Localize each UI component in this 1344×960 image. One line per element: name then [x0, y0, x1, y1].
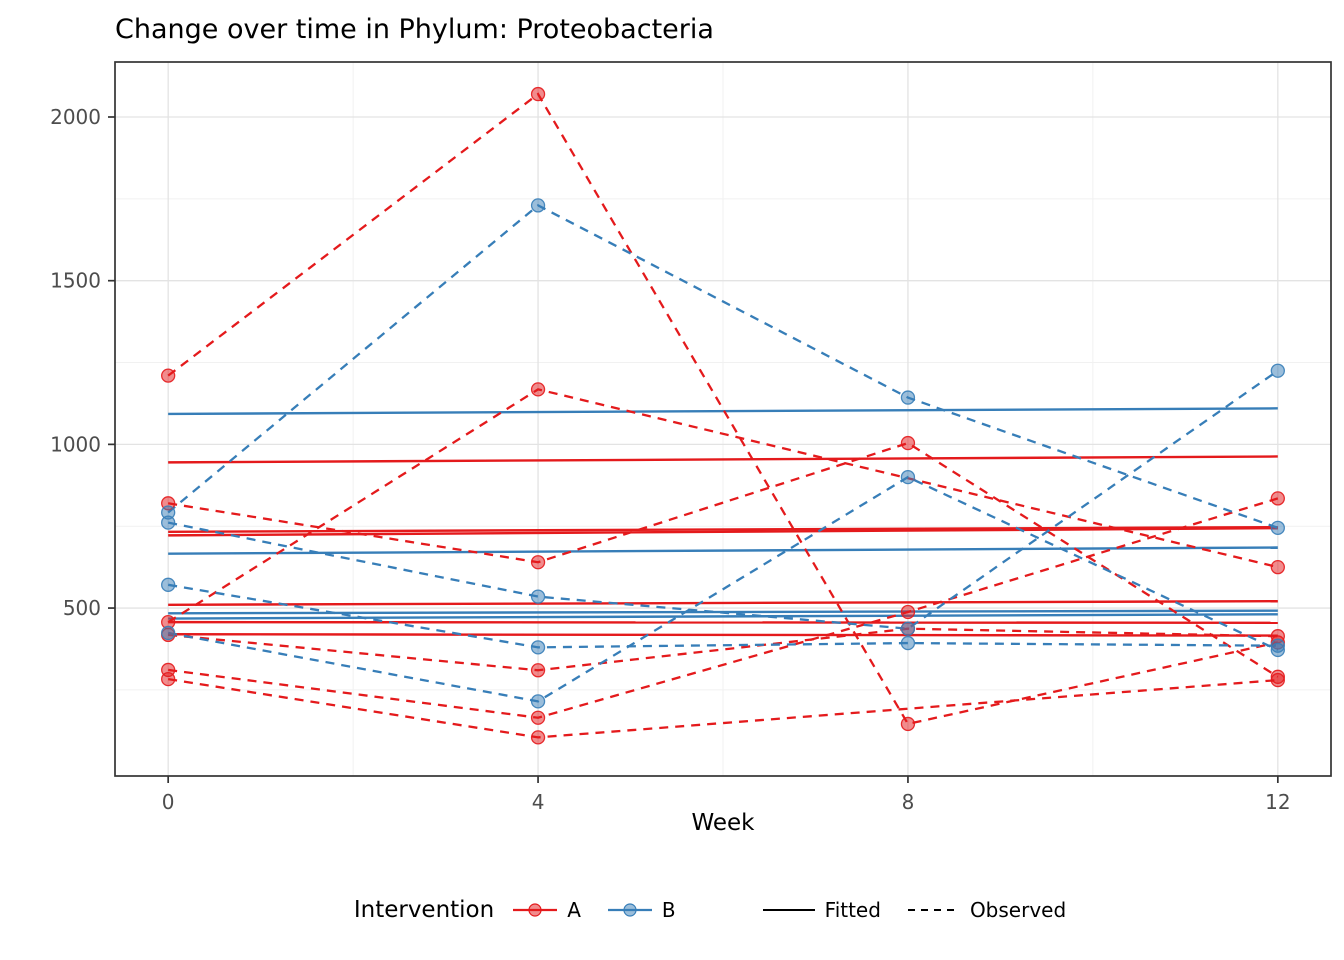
legend-label-fitted: Fitted — [824, 898, 881, 922]
y-tick-label: 500 — [63, 596, 101, 620]
data-point-a5 — [530, 710, 546, 725]
y-tick-label: 1000 — [50, 432, 101, 456]
observed-line-b1 — [167, 204, 1279, 529]
fitted-line-a — [168, 526, 1278, 537]
data-point-b3 — [900, 635, 916, 651]
legend-label-a: A — [567, 898, 581, 922]
data-point-b2 — [1270, 363, 1285, 378]
data-point-a5 — [1270, 491, 1285, 506]
legend: Intervention A B Fitted Observed — [115, 888, 1331, 932]
data-point-a4 — [530, 663, 546, 678]
observed-line-a2 — [167, 441, 1279, 678]
data-point-a1 — [530, 86, 546, 102]
panel-border — [114, 61, 1332, 777]
data-point-b4 — [530, 694, 546, 709]
data-point-a6 — [530, 730, 546, 745]
group-b-key-icon — [607, 903, 652, 917]
data-point-b3 — [530, 640, 546, 655]
x-tick-label: 4 — [532, 790, 545, 814]
legend-title: Intervention — [353, 897, 495, 923]
data-point-a1 — [900, 716, 916, 732]
data-point-b4 — [900, 469, 916, 485]
fitted-line-b — [168, 407, 1278, 416]
fitted-line-a — [168, 620, 1278, 624]
data-point-a3 — [1270, 559, 1285, 575]
data-point-a6 — [161, 671, 176, 687]
fitted-line-b — [168, 613, 1278, 620]
fitted-line-a — [168, 633, 1278, 637]
data-point-a6 — [1270, 672, 1285, 688]
observed-line-a5 — [168, 497, 1279, 719]
fitted-line-a — [168, 599, 1278, 606]
data-point-b2 — [900, 621, 916, 636]
observed-line-key-icon — [907, 909, 960, 911]
data-point-b1 — [900, 390, 916, 405]
data-point-a3 — [530, 382, 546, 397]
chart-title: Change over time in Phylum: Proteobacter… — [115, 14, 714, 45]
data-point-b3 — [161, 577, 176, 592]
group-a-key-icon — [513, 903, 558, 917]
data-point-b1 — [1270, 520, 1285, 536]
legend-item-observed: Observed — [907, 898, 1066, 922]
data-point-b1 — [530, 198, 546, 213]
y-tick-label: 2000 — [50, 105, 101, 129]
observed-line-b3 — [167, 583, 1278, 649]
data-point-b4 — [1270, 642, 1285, 658]
legend-label-observed: Observed — [969, 898, 1067, 922]
legend-item-fitted: Fitted — [762, 898, 881, 922]
data-point-b4 — [161, 625, 176, 641]
data-point-a1 — [161, 368, 176, 383]
data-point-a2 — [900, 435, 916, 451]
legend-label-b: B — [661, 898, 676, 922]
fitted-line-a — [168, 525, 1278, 533]
legend-item-group-b: B — [607, 898, 676, 922]
x-axis-title: Week — [691, 810, 755, 836]
observed-line-b2 — [167, 369, 1279, 630]
data-point-b2 — [161, 515, 176, 530]
y-tick-label: 1500 — [50, 269, 101, 293]
observed-line-a4 — [168, 627, 1278, 672]
data-point-a2 — [530, 555, 546, 570]
x-tick-label: 8 — [902, 790, 915, 814]
x-tick-label: 0 — [162, 790, 175, 814]
data-point-a5 — [900, 604, 916, 620]
observed-line-b4 — [167, 475, 1279, 703]
x-tick-label: 12 — [1265, 790, 1290, 814]
fitted-line-b — [168, 546, 1278, 555]
fitted-line-a — [168, 455, 1278, 464]
data-point-b2 — [530, 589, 546, 604]
fitted-line-key-icon — [762, 909, 815, 911]
observed-line-a1 — [167, 92, 1279, 726]
legend-item-group-a: A — [512, 898, 581, 922]
